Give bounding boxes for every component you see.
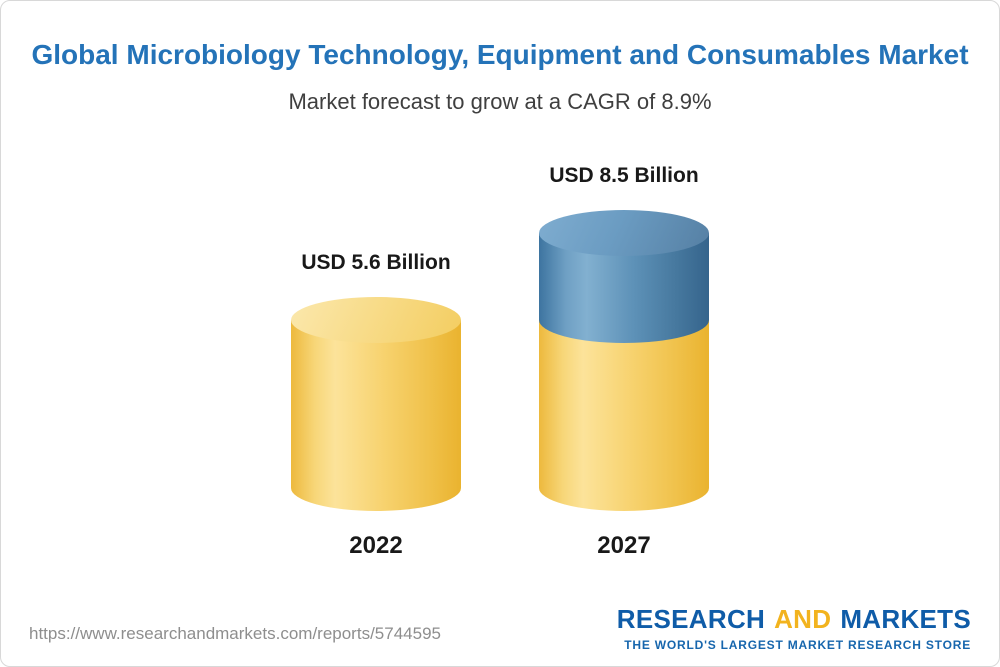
cylinder-top-ellipse bbox=[539, 210, 709, 256]
logo-word-markets: MARKETS bbox=[840, 604, 971, 634]
value-label-2027: USD 8.5 Billion bbox=[549, 164, 699, 187]
value-label-2022: USD 5.6 Billion bbox=[301, 251, 451, 274]
logo-tagline: THE WORLD'S LARGEST MARKET RESEARCH STOR… bbox=[624, 638, 971, 652]
cylinder-2022 bbox=[291, 1, 461, 666]
chart-subtitle: Market forecast to grow at a CAGR of 8.9… bbox=[288, 89, 712, 114]
axis-label-2027: 2027 bbox=[597, 532, 651, 559]
logo-word-research: RESEARCH bbox=[616, 604, 766, 634]
cylinder-segment-yellow bbox=[291, 320, 461, 511]
logo-wordmark: RESEARCH AND MARKETS bbox=[617, 604, 971, 635]
source-url: https://www.researchandmarkets.com/repor… bbox=[29, 624, 441, 643]
cylinder-top-ellipse bbox=[291, 297, 461, 343]
cylinder-2027 bbox=[539, 1, 709, 666]
logo-word-and: AND bbox=[774, 604, 832, 634]
brand-logo: RESEARCH AND MARKETS THE WORLD'S LARGEST… bbox=[617, 604, 971, 652]
chart-title: Global Microbiology Technology, Equipmen… bbox=[31, 39, 969, 70]
cylinder-segment-yellow bbox=[539, 320, 709, 511]
axis-label-2022: 2022 bbox=[349, 532, 403, 559]
